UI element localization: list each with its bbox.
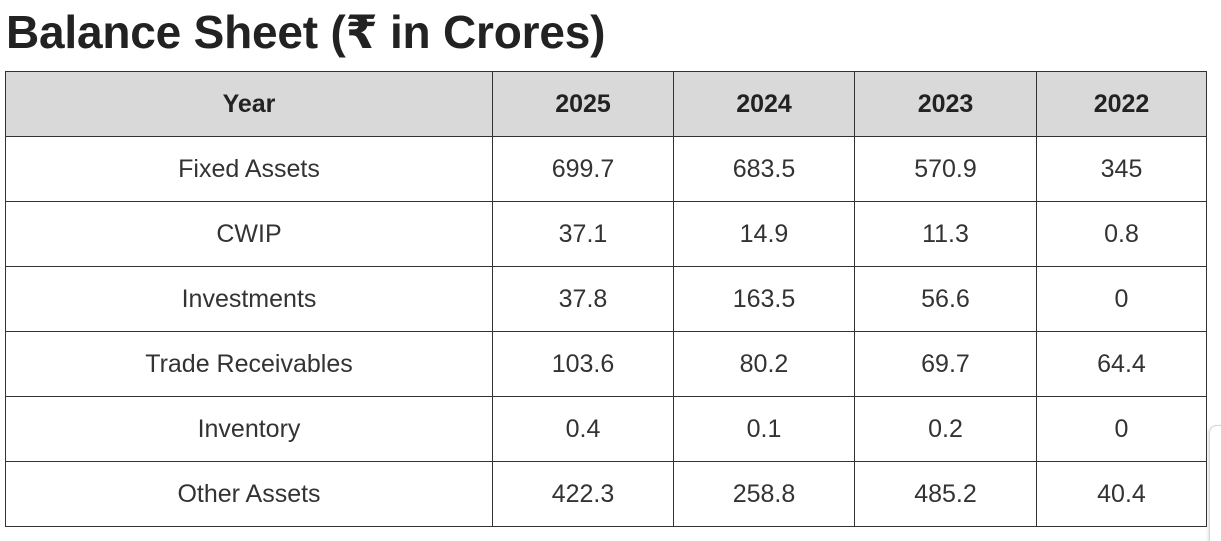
table-cell: 40.4: [1036, 461, 1207, 527]
row-label: Investments: [5, 266, 493, 332]
table-row: Inventory 0.4 0.1 0.2 0: [5, 396, 1207, 462]
table-cell: 0.8: [1036, 201, 1207, 267]
row-label: Inventory: [5, 396, 493, 462]
row-label: Fixed Assets: [5, 136, 493, 202]
table-row: Investments 37.8 163.5 56.6 0: [5, 266, 1207, 332]
table-cell: 345: [1036, 136, 1207, 202]
table-cell: 80.2: [673, 331, 855, 397]
table-cell: 0.4: [492, 396, 674, 462]
table-row: Trade Receivables 103.6 80.2 69.7 64.4: [5, 331, 1207, 397]
table-cell: 485.2: [854, 461, 1037, 527]
table-cell: 69.7: [854, 331, 1037, 397]
table-cell: 0.2: [854, 396, 1037, 462]
row-label: CWIP: [5, 201, 493, 267]
page-title: Balance Sheet (₹ in Crores): [6, 6, 606, 58]
row-label: Trade Receivables: [5, 331, 493, 397]
column-header-2022: 2022: [1036, 71, 1207, 137]
table-cell: 163.5: [673, 266, 855, 332]
table-cell: 258.8: [673, 461, 855, 527]
table-cell: 422.3: [492, 461, 674, 527]
balance-sheet-table: Year 2025 2024 2023 2022 Fixed Assets 69…: [5, 71, 1207, 527]
column-header-2025: 2025: [492, 71, 674, 137]
table-cell: 103.6: [492, 331, 674, 397]
table-cell: 37.8: [492, 266, 674, 332]
side-panel-tab[interactable]: [1209, 425, 1221, 541]
table-cell: 0: [1036, 266, 1207, 332]
table-cell: 11.3: [854, 201, 1037, 267]
table-row: Other Assets 422.3 258.8 485.2 40.4: [5, 461, 1207, 527]
table-cell: 570.9: [854, 136, 1037, 202]
table-cell: 0.1: [673, 396, 855, 462]
column-header-year: Year: [5, 71, 493, 137]
column-header-2023: 2023: [854, 71, 1037, 137]
table-cell: 37.1: [492, 201, 674, 267]
table-row: Fixed Assets 699.7 683.5 570.9 345: [5, 136, 1207, 202]
table-cell: 0: [1036, 396, 1207, 462]
table-row: CWIP 37.1 14.9 11.3 0.8: [5, 201, 1207, 267]
table-cell: 56.6: [854, 266, 1037, 332]
table-cell: 683.5: [673, 136, 855, 202]
table-cell: 14.9: [673, 201, 855, 267]
row-label: Other Assets: [5, 461, 493, 527]
table-cell: 699.7: [492, 136, 674, 202]
table-header-row: Year 2025 2024 2023 2022: [5, 71, 1207, 137]
table-cell: 64.4: [1036, 331, 1207, 397]
column-header-2024: 2024: [673, 71, 855, 137]
